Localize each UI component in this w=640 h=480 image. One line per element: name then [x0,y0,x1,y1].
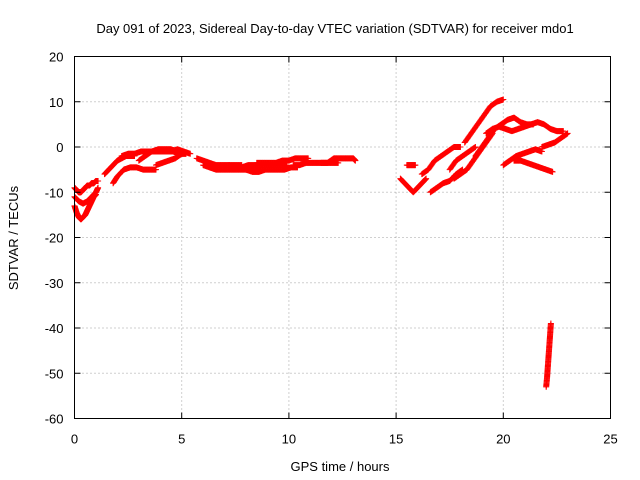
x-tick-label: 25 [603,432,617,447]
chart-title: Day 091 of 2023, Sidereal Day-to-day VTE… [96,21,573,36]
x-tick-label: 10 [282,432,296,447]
data-point [95,184,102,191]
data-point [187,150,194,157]
x-tick-label: 15 [389,432,403,447]
y-tick-label: -40 [45,321,64,336]
data-point [500,96,507,103]
y-tick-label: -30 [45,276,64,291]
data-point [564,130,571,137]
x-axis-label: GPS time / hours [291,459,390,474]
data-point [95,177,102,184]
data-points [71,96,571,390]
y-tick-label: -60 [45,412,64,427]
y-tick-label: 10 [49,95,63,110]
y-tick-label: -10 [45,185,64,200]
grid [74,56,611,419]
data-point [472,144,479,150]
data-point [412,162,419,169]
x-tick-label: 20 [496,432,510,447]
data-point [457,144,464,150]
x-tick-label: 0 [71,432,78,447]
x-tick-label: 5 [178,432,185,447]
y-tick-label: 20 [49,50,63,65]
data-point [549,168,556,175]
axis-ticks: 20 10 0 -10 -20 -30 -40 -50 -60 0 5 10 15 20 25 [45,50,618,447]
data-point [423,175,430,182]
y-axis-label: SDTVAR / TECUs [6,185,21,290]
data-point [547,320,554,327]
y-tick-label: 0 [56,140,63,155]
y-tick-label: -50 [45,366,64,381]
y-tick-label: -20 [45,231,64,246]
data-point [352,157,359,164]
